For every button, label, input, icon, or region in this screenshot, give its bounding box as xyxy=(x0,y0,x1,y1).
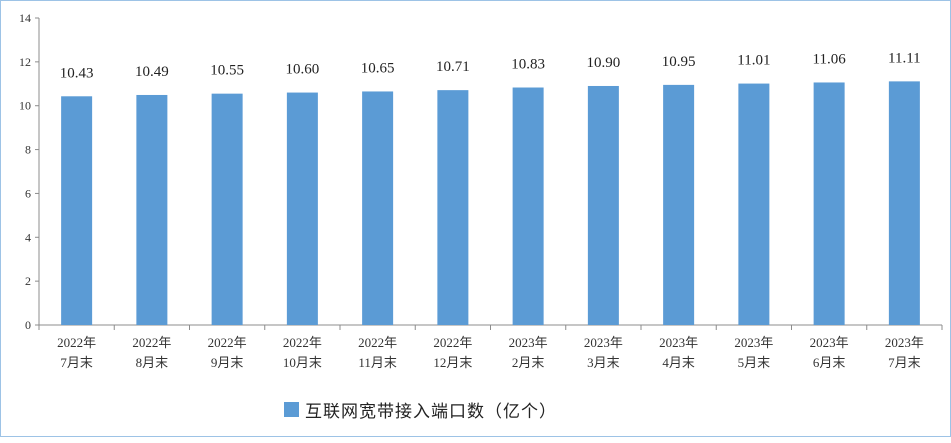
x-tick-label: 9月末 xyxy=(211,355,244,370)
y-tick-label: 14 xyxy=(19,11,31,25)
x-tick-label: 2023年 xyxy=(734,335,773,350)
bar xyxy=(813,82,845,325)
bar xyxy=(286,92,318,325)
data-label: 10.60 xyxy=(286,62,320,78)
x-tick-label: 5月末 xyxy=(738,355,771,370)
data-label: 11.06 xyxy=(813,51,847,67)
data-label: 10.71 xyxy=(436,59,470,75)
x-tick-label: 12月末 xyxy=(433,355,472,370)
x-tick-label: 2022年 xyxy=(132,335,171,350)
bar xyxy=(738,83,770,325)
legend-swatch xyxy=(284,401,299,417)
data-label: 11.01 xyxy=(737,53,770,69)
data-label: 10.65 xyxy=(361,60,395,76)
data-label: 10.43 xyxy=(60,65,94,81)
x-tick-label: 2022年 xyxy=(283,335,322,350)
x-tick-label: 7月末 xyxy=(888,355,921,370)
data-label: 10.83 xyxy=(511,57,545,73)
x-tick-label: 7月末 xyxy=(60,355,93,370)
bar xyxy=(663,84,695,325)
bar xyxy=(61,96,93,325)
bar xyxy=(512,87,544,325)
bar xyxy=(136,94,168,325)
x-tick-label: 2022年 xyxy=(433,335,472,350)
legend-label: 互联网宽带接入端口数（亿个） xyxy=(305,401,557,422)
y-tick-label: 2 xyxy=(25,274,31,288)
y-tick-label: 4 xyxy=(25,230,31,244)
bar xyxy=(587,85,619,325)
x-tick-label: 11月末 xyxy=(358,355,397,370)
data-label: 11.11 xyxy=(888,50,921,66)
x-tick-label: 2023年 xyxy=(659,335,698,350)
x-tick-label: 2023年 xyxy=(885,335,924,350)
y-tick-label: 8 xyxy=(25,143,31,157)
chart-legend: 互联网宽带接入端口数（亿个） xyxy=(284,397,557,422)
x-tick-label: 2023年 xyxy=(810,335,849,350)
data-label: 10.90 xyxy=(587,55,621,71)
y-tick-label: 10 xyxy=(19,99,31,113)
x-tick-label: 3月末 xyxy=(587,355,620,370)
y-tick-label: 12 xyxy=(19,55,31,69)
y-tick-label: 0 xyxy=(25,318,31,332)
x-tick-label: 2023年 xyxy=(509,335,548,350)
y-tick-label: 6 xyxy=(25,186,31,200)
x-tick-label: 2月末 xyxy=(512,355,545,370)
x-tick-label: 2022年 xyxy=(358,335,397,350)
bar xyxy=(362,91,394,325)
bar xyxy=(211,93,243,326)
x-tick-label: 2022年 xyxy=(208,335,247,350)
x-tick-label: 10月末 xyxy=(283,355,322,370)
x-tick-label: 4月末 xyxy=(662,355,695,370)
data-label: 10.49 xyxy=(135,64,169,80)
data-label: 10.55 xyxy=(210,63,244,79)
x-tick-label: 2023年 xyxy=(584,335,623,350)
data-label: 10.95 xyxy=(662,54,696,70)
bar xyxy=(437,90,469,326)
x-tick-label: 2022年 xyxy=(57,335,96,350)
x-tick-label: 6月末 xyxy=(813,355,846,370)
bar xyxy=(888,81,920,326)
x-tick-label: 8月末 xyxy=(136,355,169,370)
